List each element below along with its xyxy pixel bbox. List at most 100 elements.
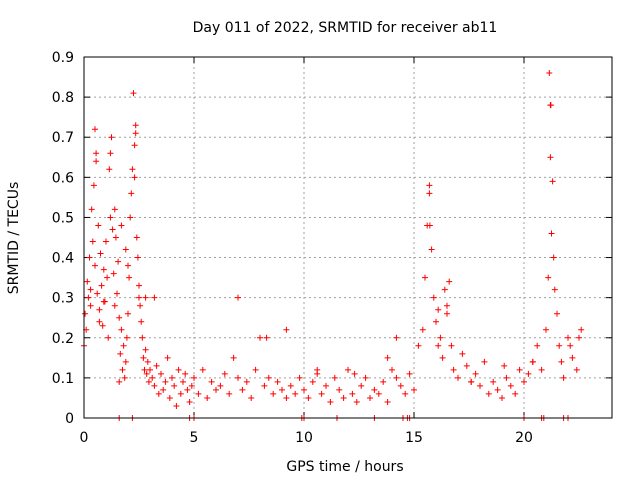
data-point: [529, 358, 536, 365]
y-tick-label: 0: [65, 411, 74, 427]
data-point: [96, 306, 103, 313]
plot-frame: [83, 56, 613, 419]
data-point: [481, 358, 488, 365]
data-point: [164, 354, 171, 361]
data-point: [173, 402, 180, 409]
data-point: [151, 294, 158, 301]
data-point: [279, 386, 285, 393]
y-tick-label: 0.9: [52, 50, 74, 66]
data-point: [485, 390, 492, 397]
data-point: [136, 294, 142, 301]
data-point: [204, 394, 211, 401]
data-point: [230, 354, 237, 361]
data-point: [389, 366, 395, 373]
data-point: [149, 374, 156, 381]
data-point: [384, 354, 391, 361]
data-point: [144, 358, 151, 365]
data-point: [122, 358, 129, 365]
y-tick-label: 0.6: [52, 170, 74, 186]
data-point: [331, 374, 338, 381]
data-point: [534, 342, 541, 349]
y-tick-label: 0.4: [52, 251, 74, 267]
axis-tick-labels: 0 0.1 0.2 0.3 0.4 0.5 0.6 0.7 0.8 0.9 0 5 10 15 20: [52, 50, 533, 446]
x-tick-label: 10: [295, 430, 313, 446]
data-point: [87, 286, 94, 293]
data-point: [547, 154, 554, 161]
data-point: [263, 334, 270, 341]
data-point: [95, 222, 102, 229]
data-point: [125, 262, 131, 269]
data-point: [98, 282, 105, 289]
data-point: [94, 290, 101, 297]
data-point: [549, 178, 556, 185]
data-point: [162, 378, 169, 385]
data-point: [430, 294, 437, 301]
data-point: [131, 142, 138, 149]
data-point: [114, 290, 120, 297]
data-point: [235, 374, 241, 381]
data-point: [507, 382, 514, 389]
data-point: [89, 238, 96, 245]
data-point: [125, 310, 131, 317]
y-axis-label: SRMTID / TECUs: [6, 182, 22, 295]
data-point: [140, 354, 147, 361]
data-point: [132, 130, 139, 137]
data-point: [188, 382, 195, 389]
data-point: [327, 398, 334, 405]
data-point: [426, 182, 433, 189]
data-point: [82, 310, 89, 317]
data-point: [358, 382, 365, 389]
data-point: [120, 342, 127, 349]
data-point: [567, 342, 574, 349]
data-point: [380, 378, 387, 385]
data-point: [213, 386, 219, 393]
data-point: [121, 374, 128, 381]
data-point: [128, 190, 135, 197]
data-point: [548, 230, 555, 237]
data-point: [93, 150, 100, 157]
data-point: [122, 246, 129, 253]
data-point: [573, 366, 580, 373]
data-point: [107, 214, 114, 221]
data-point: [191, 374, 197, 381]
data-point: [428, 246, 435, 253]
data-point: [477, 382, 483, 389]
data-point: [455, 374, 461, 381]
data-point: [402, 390, 409, 397]
data-point: [141, 366, 148, 373]
data-point: [108, 134, 115, 141]
data-point: [450, 366, 457, 373]
data-point: [87, 302, 94, 309]
data-point: [426, 222, 433, 229]
data-point: [547, 102, 554, 109]
data-point: [195, 390, 202, 397]
data-point: [546, 70, 553, 77]
y-tick-label: 0.1: [52, 371, 74, 387]
data-point: [397, 382, 404, 389]
y-tick-label: 0.8: [52, 90, 74, 106]
data-point: [86, 254, 93, 261]
data-point: [208, 378, 215, 385]
data-point: [104, 274, 111, 281]
y-tick-label: 0.7: [52, 130, 74, 146]
data-point: [287, 382, 294, 389]
data-point: [147, 366, 153, 373]
data-point: [118, 222, 125, 229]
data-point: [560, 374, 567, 381]
data-point: [105, 334, 112, 341]
data-point: [556, 342, 563, 349]
data-point: [351, 370, 358, 377]
data-point: [349, 390, 356, 397]
data-point: [444, 310, 450, 317]
data-point: [309, 378, 316, 385]
data-point: [521, 378, 527, 385]
data-point: [160, 386, 167, 393]
data-point: [503, 374, 510, 381]
data-point: [186, 398, 193, 405]
data-point: [180, 378, 186, 385]
data-point: [296, 374, 303, 381]
data-point: [353, 398, 360, 405]
x-axis-label: GPS time / hours: [286, 459, 403, 475]
data-point: [123, 334, 130, 341]
